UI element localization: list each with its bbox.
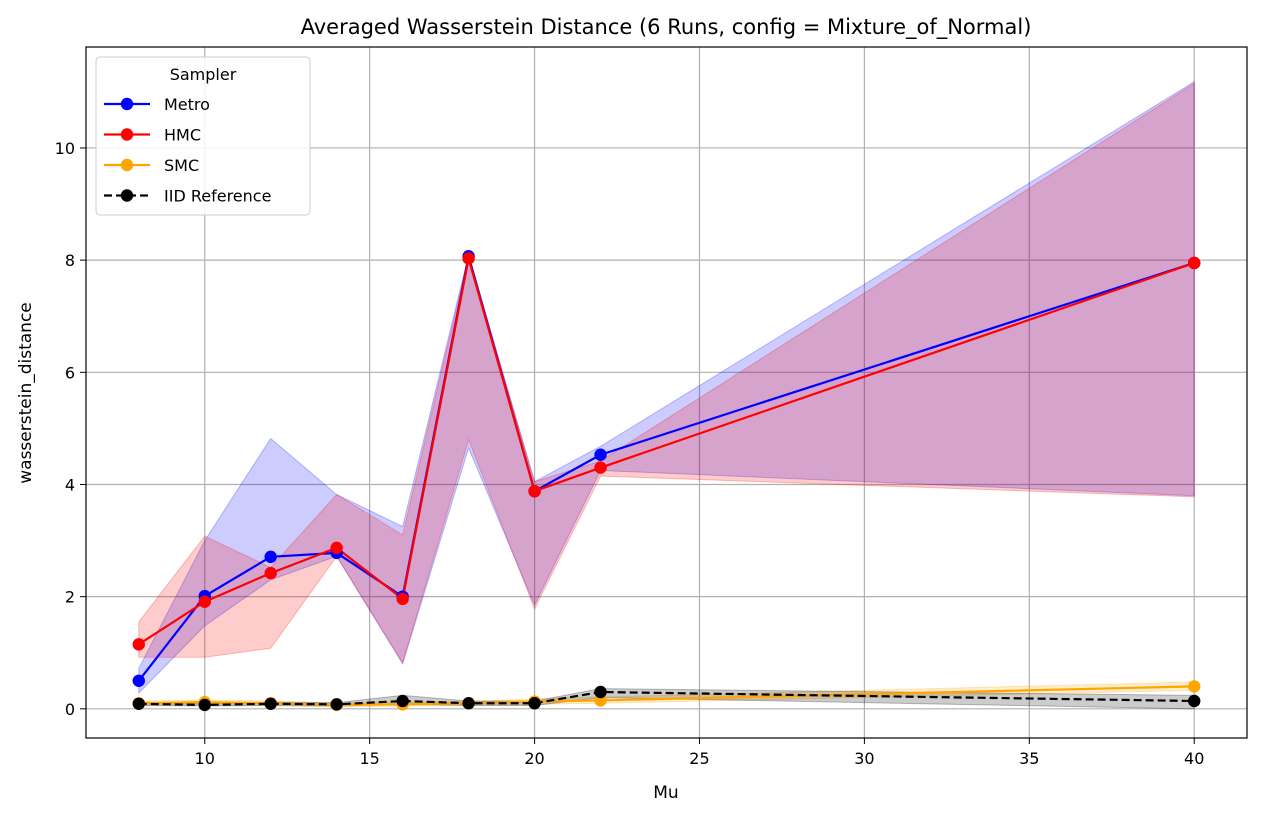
band-metro [138, 80, 1195, 695]
y-tick-label: 10 [55, 139, 75, 158]
y-tick-label: 6 [65, 363, 75, 382]
legend-box [95, 56, 311, 216]
legend-swatch-marker [120, 189, 134, 202]
point-iid-reference [132, 697, 145, 710]
point-hmc [528, 485, 541, 498]
x-tick-label: 40 [1184, 749, 1204, 768]
plot-frame [85, 46, 1248, 739]
point-iid-reference [462, 697, 475, 710]
legend-entries: Metro HMC SMC IID Reference [104, 95, 271, 206]
point-iid-reference [396, 694, 409, 708]
legend-label-smc: SMC [164, 156, 199, 175]
line-iid-reference [138, 690, 1195, 707]
point-hmc [198, 595, 211, 608]
x-axis-ticks: 10 15 20 25 30 35 40 [195, 738, 1204, 768]
y-tick-label: 4 [65, 475, 75, 494]
legend-label-iid-reference: IID Reference [164, 187, 271, 206]
x-tick-label: 20 [524, 749, 544, 768]
point-hmc [396, 592, 409, 606]
point-iid-reference [198, 698, 211, 712]
y-tick-label: 0 [65, 700, 75, 719]
point-hmc [264, 566, 277, 580]
legend-swatch-marker [120, 128, 134, 141]
x-tick-label: 25 [689, 749, 709, 768]
band-hmc [138, 82, 1195, 665]
y-axis-label: wasserstein_distance [16, 302, 36, 484]
legend: Sampler Metro HMC SMC IID Reference [95, 56, 311, 216]
x-tick-label: 35 [1019, 749, 1039, 768]
legend-swatch-marker [120, 158, 134, 172]
point-smc [1188, 680, 1201, 693]
legend-title: Sampler [170, 65, 237, 84]
x-tick-label: 15 [359, 749, 379, 768]
point-iid-reference [528, 697, 541, 710]
point-hmc [1188, 256, 1201, 270]
point-hmc [132, 638, 145, 651]
point-metro [264, 550, 277, 564]
legend-swatch-marker [120, 97, 134, 111]
x-tick-label: 10 [195, 749, 215, 768]
chart-title: Averaged Wasserstein Distance (6 Runs, c… [301, 15, 1032, 40]
point-iid-reference [330, 698, 343, 711]
series-markers [132, 250, 1201, 712]
grid [86, 47, 1247, 738]
point-iid-reference [594, 685, 607, 699]
point-metro [132, 674, 145, 687]
x-tick-label: 30 [854, 749, 874, 768]
point-hmc [462, 252, 475, 265]
y-tick-label: 2 [65, 588, 75, 607]
legend-label-hmc: HMC [164, 126, 201, 145]
y-tick-label: 8 [65, 251, 75, 270]
point-hmc [594, 461, 607, 474]
x-axis-label: Mu [653, 783, 678, 803]
legend-label-metro: Metro [164, 95, 210, 114]
point-hmc [330, 541, 343, 555]
y-axis-ticks: 0 2 4 6 8 10 [55, 139, 86, 719]
point-metro [594, 448, 607, 461]
point-iid-reference [1188, 694, 1201, 708]
point-iid-reference [264, 697, 277, 710]
